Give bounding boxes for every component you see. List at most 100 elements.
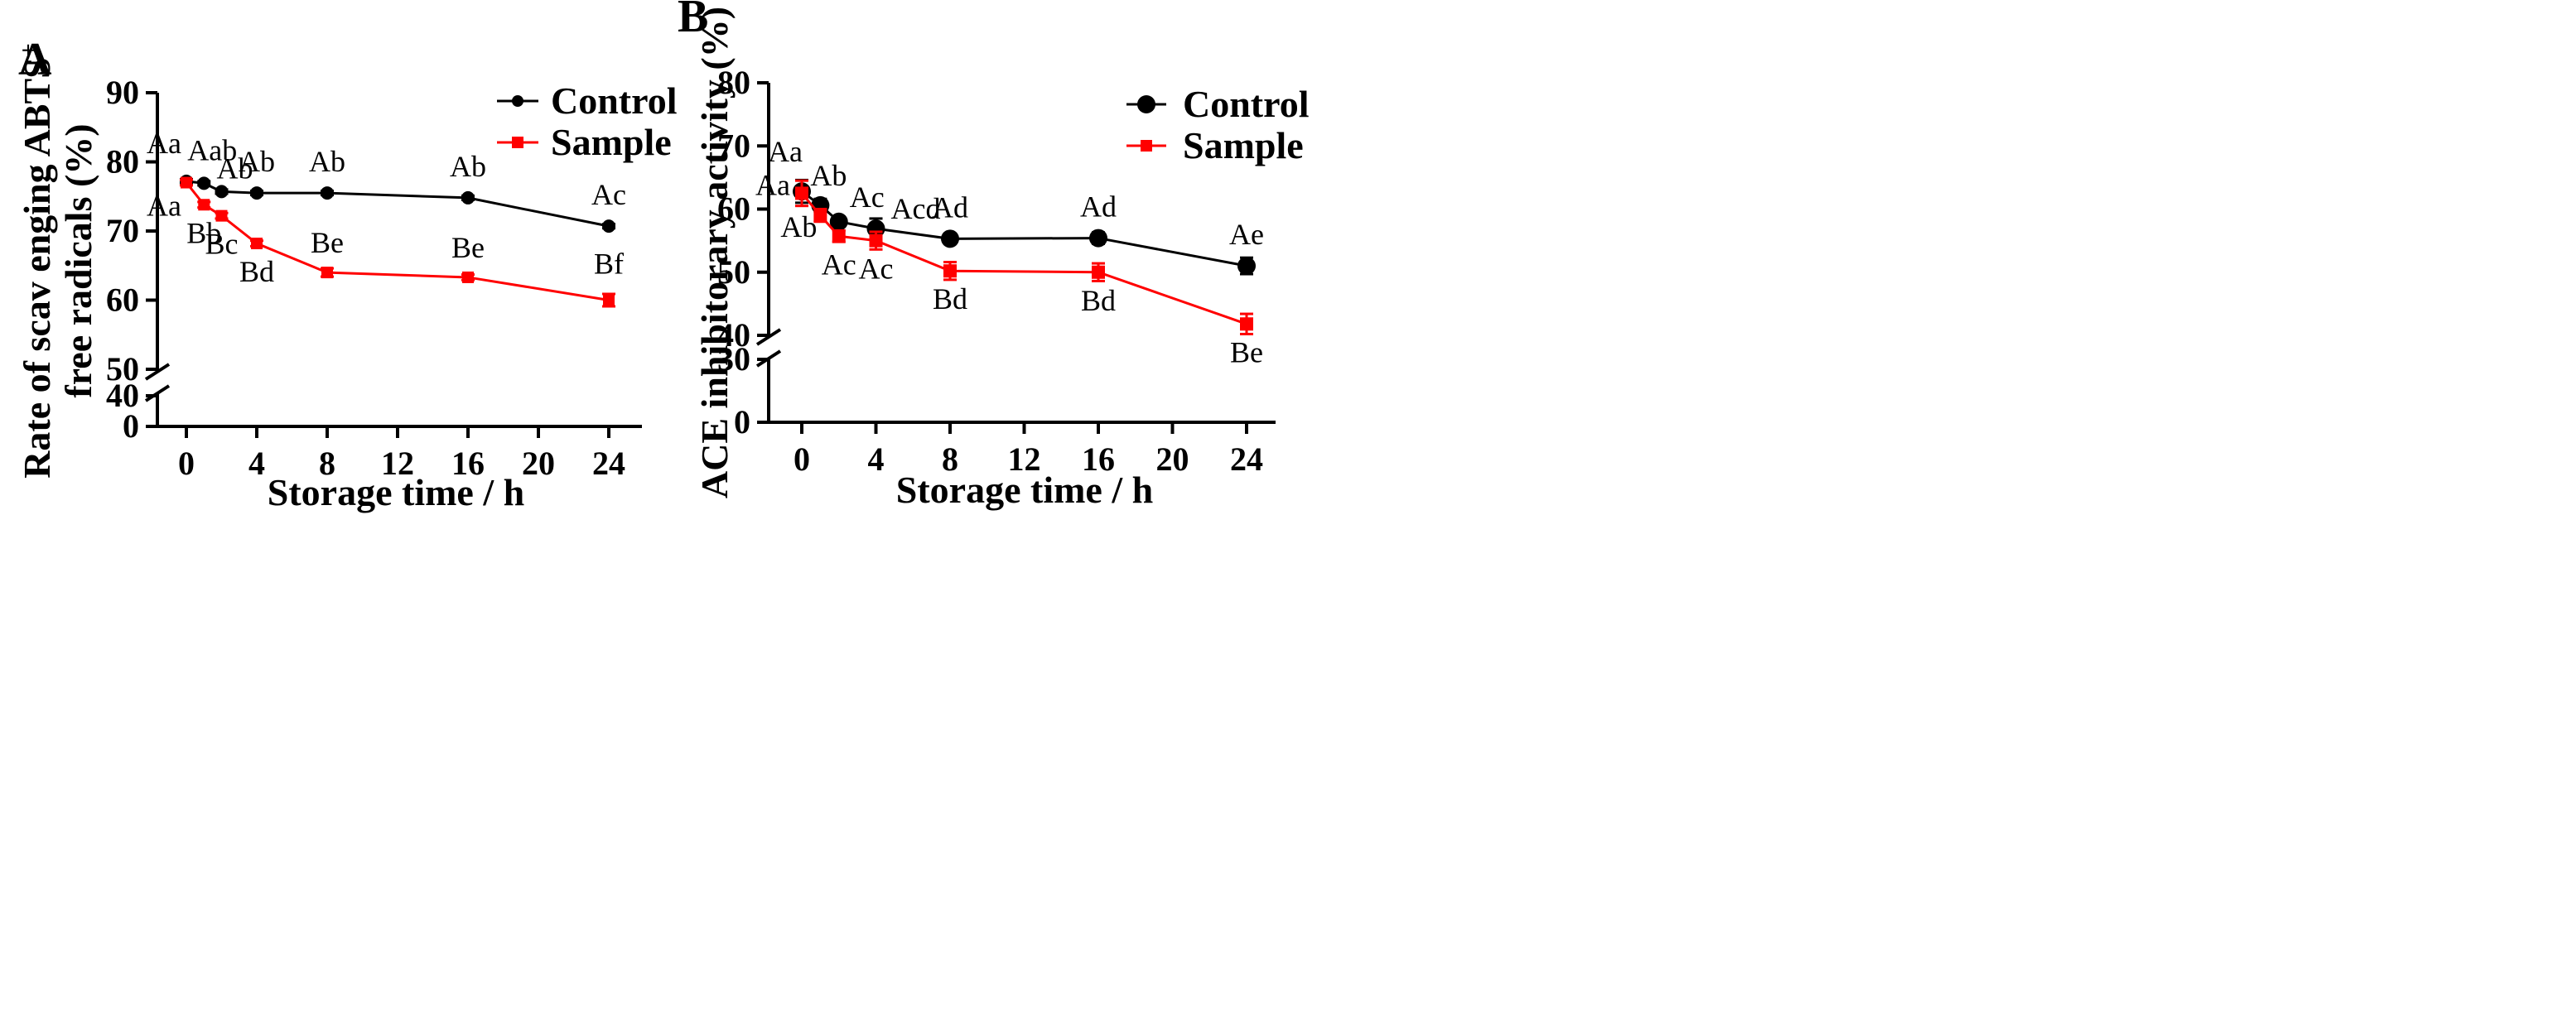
x-tick-label: 12 [1008,440,1041,478]
data-point [215,209,228,222]
significance-label: Aa [768,135,803,168]
significance-label: Be [311,226,344,259]
significance-label: Ae [1229,218,1264,251]
significance-label: Be [451,231,485,264]
data-point [943,264,957,278]
series-line-control [186,180,610,228]
y-tick-label: 40 [106,377,139,414]
x-tick-label: 16 [451,445,485,482]
data-point [941,229,959,248]
x-axis-label: Storage time / h [268,471,524,513]
y-tick-label: 70 [106,212,139,249]
y-tick-label: 80 [717,64,750,101]
data-point [461,190,475,205]
x-tick-label: 16 [1082,440,1115,478]
legend-label: Control [1183,83,1310,125]
significance-label: Aa [147,190,181,223]
y-tick-label: 30 [717,340,750,378]
y-tick-label: 50 [106,350,139,387]
significance-label: Bb [186,216,221,249]
data-point [321,186,334,200]
data-point [603,294,615,306]
y-axis-label: ACE inhibitorary activity (%) [693,7,736,498]
data-point [795,186,808,200]
axis-break-mark [144,363,171,381]
x-tick-label: 24 [592,445,625,482]
y-tick-label: 70 [717,127,750,164]
significance-label: Ab [217,152,253,185]
significance-label: Ac [822,248,856,281]
significance-label: Acd [891,192,941,225]
x-tick-label: 20 [1156,440,1189,478]
data-point [321,267,333,279]
legend-marker [512,95,523,107]
data-point [197,176,211,190]
legend-label: Sample [1183,124,1304,166]
data-point [869,233,883,248]
x-tick-label: 4 [868,440,885,478]
data-point [215,185,229,199]
data-point [198,199,210,211]
x-tick-label: 0 [794,440,810,478]
significance-label: Aab [187,133,237,166]
significance-label: Ac [591,178,626,211]
legend-marker [512,137,523,148]
data-point [832,229,846,243]
significance-label: Ab [780,210,817,243]
panel-b: B 40 50 60 70 80 0 30 0 4 8 12 16 20 24 Storage time / … [678,0,1310,511]
y-tick-label: 60 [717,190,750,228]
significance-label: Ab [450,150,486,183]
x-tick-label: 12 [381,445,414,482]
significance-label: Aa [147,127,181,160]
x-tick-label: 0 [178,445,195,482]
significance-label: Bd [933,282,967,315]
y-tick-label: 80 [106,143,139,180]
significance-label: Bc [205,228,239,261]
panel-letter: B [678,0,708,42]
x-tick-label: 8 [319,445,335,482]
legend-item-sample: Sample [497,121,672,163]
panel-letter: A [18,34,52,85]
legend-marker [1141,140,1152,152]
significance-label: Ac [859,253,894,286]
significance-label: Ab [309,145,345,178]
x-tick-label: 8 [942,440,958,478]
legend-marker [1137,95,1155,113]
data-point [251,238,263,250]
x-tick-label: 20 [522,445,555,482]
legend-label: Sample [551,121,672,163]
significance-label: Ac [850,180,885,214]
x-tick-label: 24 [1230,440,1263,478]
significance-label: Ab [239,145,275,178]
significance-label: Bf [594,248,624,281]
x-axis-label: Storage time / h [896,469,1153,511]
legend-item-control: Control [1126,83,1310,125]
data-point [813,209,827,223]
data-point [602,219,615,233]
significance-label: Ad [932,190,968,224]
data-point [1092,265,1105,279]
significance-label: Ad [1080,190,1117,224]
y-tick-label: 60 [106,282,139,319]
data-point [1240,317,1253,331]
significance-label: Bd [239,255,274,288]
y-tick-label: 40 [717,316,750,354]
significance-label: Ab [810,159,847,192]
data-point [181,176,192,189]
data-point [829,212,848,231]
significance-label: Be [1230,335,1263,368]
data-point [250,186,263,200]
y-tick-label: 50 [717,253,750,291]
x-tick-label: 4 [248,445,265,482]
legend-item-sample: Sample [1126,124,1304,166]
data-point [1089,229,1107,248]
data-point [462,271,474,283]
significance-label: Bd [1081,284,1116,317]
y-tick-label: 0 [734,403,750,440]
y-axis-label: Rate of scav enging ABTS+ [15,43,59,479]
legend-label: Control [551,79,678,122]
